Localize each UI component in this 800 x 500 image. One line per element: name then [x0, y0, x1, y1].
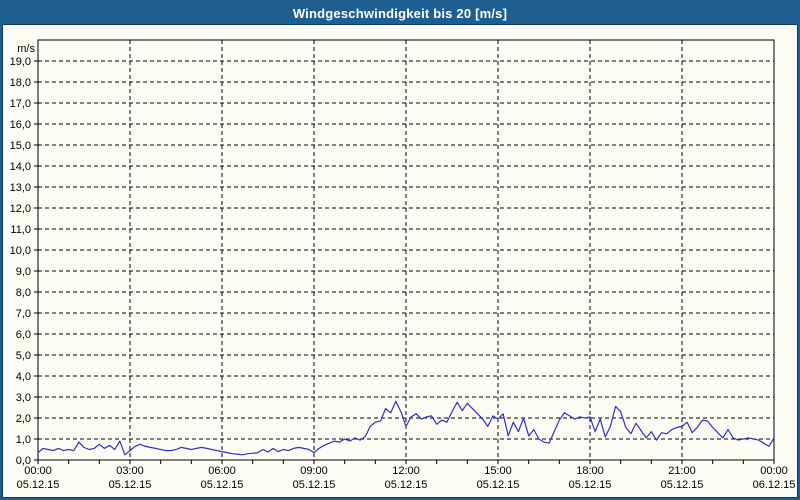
- chart-title: Windgeschwindigkeit bis 20 [m/s]: [292, 5, 508, 21]
- title-bar: Windgeschwindigkeit bis 20 [m/s]: [2, 2, 798, 24]
- y-tick-label: 11,0: [10, 224, 31, 236]
- x-tick-time-label: 18:00: [576, 465, 604, 477]
- y-tick-label: 8,0: [16, 287, 31, 299]
- y-tick-label: 15,0: [10, 140, 31, 152]
- x-tick-time-label: 09:00: [300, 465, 328, 477]
- y-tick-label: 19,0: [10, 56, 31, 68]
- y-tick-label: 12,0: [10, 203, 31, 215]
- wind-speed-line: [37, 400, 775, 456]
- x-tick-date-label: 05.12.15: [201, 479, 244, 491]
- x-tick-date-label: 05.12.15: [477, 479, 520, 491]
- y-tick-label: 6,0: [16, 329, 31, 341]
- y-tick-label: 3,0: [16, 392, 31, 404]
- x-tick-date-label: 05.12.15: [385, 479, 428, 491]
- y-tick-label: 9,0: [16, 266, 31, 278]
- x-tick-time-label: 06:00: [208, 465, 236, 477]
- y-tick-label: 16,0: [10, 119, 31, 131]
- x-tick-time-label: 21:00: [668, 465, 696, 477]
- wind-speed-chart: 0,0 1,0 2,0 3,0 4,0 5,0 6,0 7,0 8,0 9,0 10,0 11,0 12…: [10, 39, 796, 491]
- x-tick-date-label: 05.12.15: [569, 479, 612, 491]
- x-tick-date-label: 05.12.15: [17, 479, 60, 491]
- chart-area: 0,0 1,0 2,0 3,0 4,0 5,0 6,0 7,0 8,0 9,0 10,0 11,0 12…: [2, 24, 798, 498]
- y-tick-label: 10,0: [10, 245, 31, 257]
- x-tick-time-label: 03:00: [116, 465, 144, 477]
- x-tick-date-label: 05.12.15: [109, 479, 152, 491]
- x-tick-date-label: 05.12.15: [293, 479, 336, 491]
- x-tick-time-label: 00:00: [24, 465, 52, 477]
- x-tick-time-label: 12:00: [392, 465, 420, 477]
- x-tick-date-label: 05.12.15: [661, 479, 704, 491]
- y-axis-unit-label: m/s: [17, 43, 35, 55]
- x-tick-time-label: 00:00: [760, 465, 788, 477]
- y-tick-label: 7,0: [16, 308, 31, 320]
- y-tick-label: 5,0: [16, 350, 31, 362]
- y-tick-label: 1,0: [16, 434, 31, 446]
- x-tick-date-label: 06.12.15: [753, 479, 796, 491]
- y-tick-label: 0,0: [16, 455, 31, 467]
- y-tick-label: 4,0: [16, 371, 31, 383]
- y-tick-label: 18,0: [10, 77, 31, 89]
- y-tick-label: 13,0: [10, 182, 31, 194]
- y-tick-label: 2,0: [16, 413, 31, 425]
- y-tick-label: 17,0: [10, 98, 31, 110]
- y-tick-label: 14,0: [10, 161, 31, 173]
- x-tick-time-label: 15:00: [484, 465, 512, 477]
